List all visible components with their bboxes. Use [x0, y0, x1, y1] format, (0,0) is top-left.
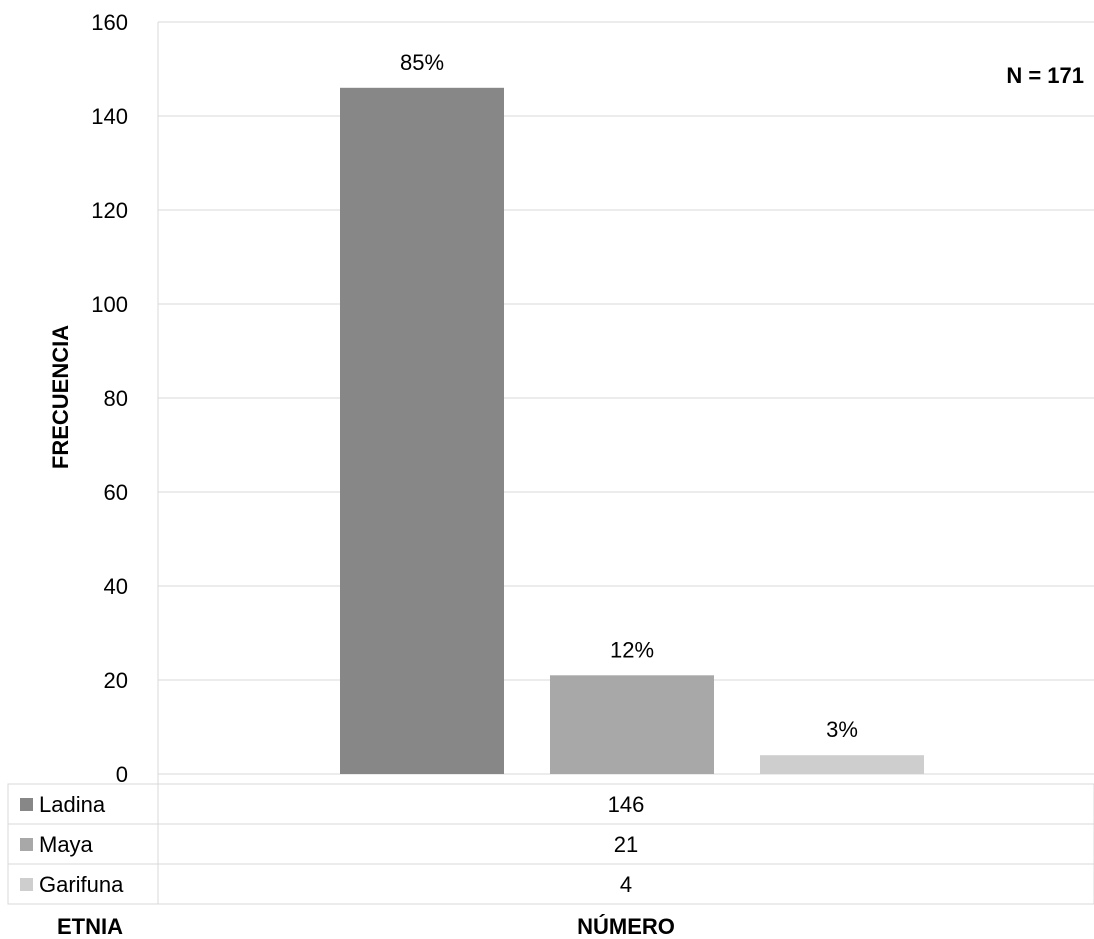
y-tick-label: 20: [104, 668, 128, 693]
y-axis-label: FRECUENCIA: [48, 325, 73, 469]
bar-data-label: 3%: [826, 717, 858, 742]
data-table: Ladina 146 Maya 21 Garifuna 4: [7, 22, 1094, 905]
table-value: 21: [614, 832, 638, 857]
x-axis-label: NÚMERO: [577, 914, 675, 939]
y-tick-label: 80: [104, 386, 128, 411]
legend-label: Garifuna: [39, 872, 124, 897]
legend-swatch: [20, 878, 33, 891]
y-tick-label: 40: [104, 574, 128, 599]
y-tick-label: 0: [116, 762, 128, 787]
table-value: 4: [620, 872, 632, 897]
bar-garifuna: [760, 755, 924, 774]
table-header-etnia: ETNIA: [57, 914, 123, 939]
legend-label: Ladina: [39, 792, 106, 817]
y-tick-label: 60: [104, 480, 128, 505]
legend-swatch: [20, 798, 33, 811]
y-tick-label: 100: [91, 292, 128, 317]
sample-size-annotation: N = 171: [1006, 63, 1084, 88]
gridlines: [158, 21, 1094, 775]
y-tick-label: 140: [91, 104, 128, 129]
y-axis-ticks: 0 20 40 60 80 100 120 140 160: [91, 10, 128, 787]
table-value: 146: [608, 792, 645, 817]
legend-label: Maya: [39, 832, 94, 857]
bars: 85% 12% 3%: [340, 50, 924, 775]
bar-data-label: 85%: [400, 50, 444, 75]
legend-swatch: [20, 838, 33, 851]
table-border: [7, 783, 1094, 905]
bar-data-label: 12%: [610, 637, 654, 662]
bar-ladina: [340, 87, 504, 775]
bar-maya: [550, 675, 714, 774]
y-tick-label: 160: [91, 10, 128, 35]
y-tick-label: 120: [91, 198, 128, 223]
